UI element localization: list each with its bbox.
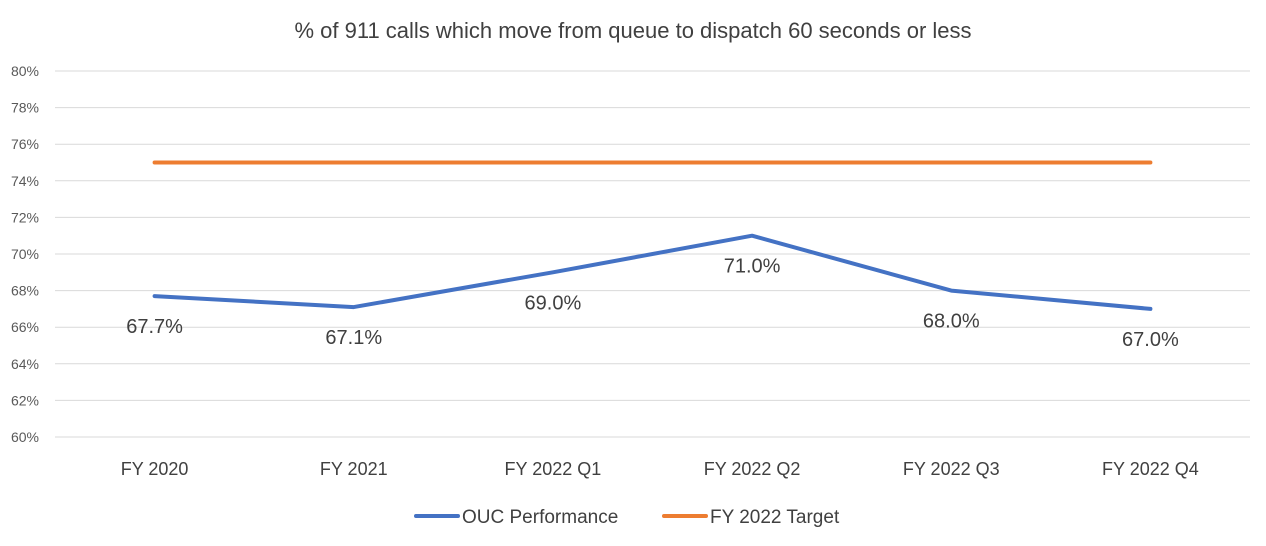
y-tick-label: 76% [11, 136, 39, 152]
y-tick-label: 68% [11, 283, 39, 299]
x-tick-label: FY 2022 Q1 [505, 459, 602, 479]
data-label: 71.0% [724, 256, 781, 278]
y-tick-label: 74% [11, 173, 39, 189]
data-labels: 67.7% 67.1% 69.0% 71.0% 68.0% 67.0% [126, 256, 1179, 351]
x-tick-label: FY 2022 Q2 [704, 459, 801, 479]
legend-label: FY 2022 Target [710, 507, 840, 528]
y-tick-label: 78% [11, 100, 39, 116]
x-tick-label: FY 2022 Q3 [903, 459, 1000, 479]
y-tick-label: 66% [11, 319, 39, 335]
data-label: 68.0% [923, 311, 980, 333]
x-axis-ticks: FY 2020 FY 2021 FY 2022 Q1 FY 2022 Q2 FY 202… [121, 459, 1199, 479]
legend-item-fy-2022-target: FY 2022 Target [662, 507, 840, 528]
legend-label: OUC Performance [462, 507, 618, 528]
y-tick-label: 72% [11, 209, 39, 225]
chart-title: % of 911 calls which move from queue to … [294, 18, 971, 43]
x-tick-label: FY 2020 [121, 459, 189, 479]
legend-item-ouc-performance: OUC Performance [414, 507, 618, 528]
legend: OUC Performance FY 2022 Target [414, 507, 840, 528]
data-label: 67.0% [1122, 329, 1179, 351]
y-tick-label: 70% [11, 246, 39, 262]
y-axis-ticks: 60% 62% 64% 66% 68% 70% 72% 74% 76% 78% 80% [11, 63, 39, 445]
y-tick-label: 62% [11, 392, 39, 408]
x-tick-label: FY 2022 Q4 [1102, 459, 1199, 479]
series-line-ouc-performance [152, 233, 1153, 311]
y-tick-label: 60% [11, 429, 39, 445]
data-label: 67.7% [126, 316, 183, 338]
data-label: 67.1% [325, 327, 382, 349]
data-label: 69.0% [525, 292, 582, 314]
series-lines [152, 160, 1153, 311]
y-tick-label: 64% [11, 356, 39, 372]
x-tick-label: FY 2021 [320, 459, 388, 479]
y-tick-label: 80% [11, 63, 39, 79]
